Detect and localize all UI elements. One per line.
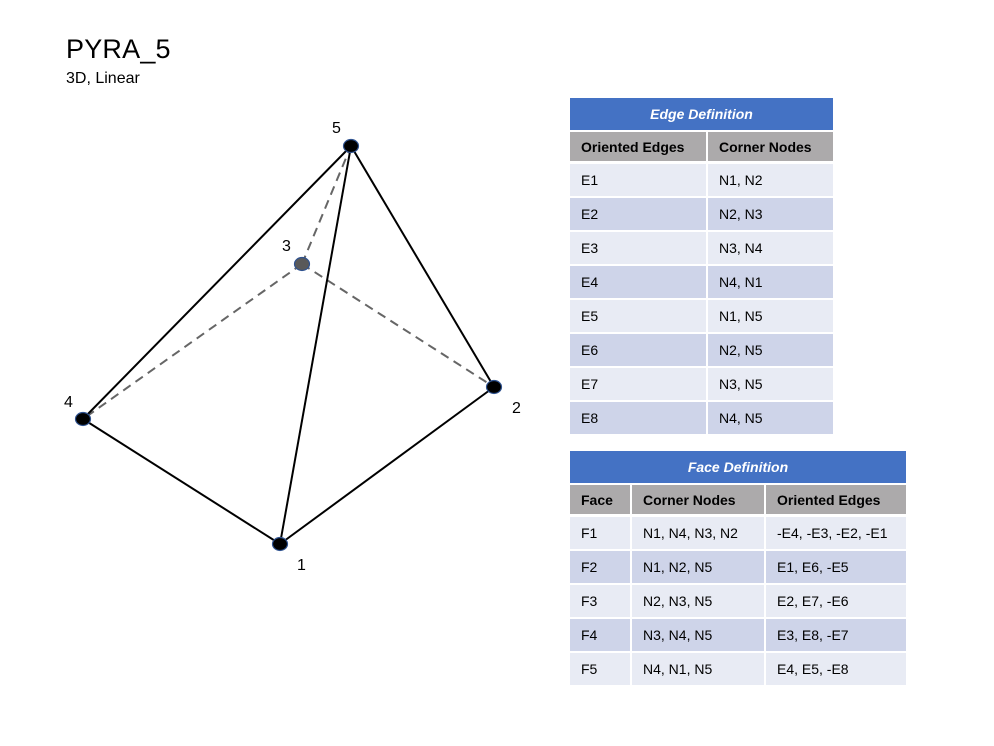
face-table-header-corner-nodes: Corner Nodes bbox=[630, 483, 764, 517]
face-id-cell: F4 bbox=[570, 619, 630, 653]
page-subtitle: 3D, Linear bbox=[66, 70, 140, 87]
oriented-edges-cell: E3, E8, -E7 bbox=[764, 619, 906, 653]
corner-nodes-cell: N2, N3 bbox=[706, 198, 833, 232]
edge-id-cell: E2 bbox=[570, 198, 706, 232]
node-3 bbox=[293, 256, 311, 272]
node-label-3: 3 bbox=[282, 238, 291, 255]
corner-nodes-cell: N3, N5 bbox=[706, 368, 833, 402]
table-row: F4 N3, N4, N5 E3, E8, -E7 bbox=[570, 619, 906, 653]
oriented-edges-cell: -E4, -E3, -E2, -E1 bbox=[764, 517, 906, 551]
table-row: F1 N1, N4, N3, N2 -E4, -E3, -E2, -E1 bbox=[570, 517, 906, 551]
corner-nodes-cell: N4, N1 bbox=[706, 266, 833, 300]
table-row: E3 N3, N4 bbox=[570, 232, 833, 266]
node-4 bbox=[74, 411, 92, 427]
hidden-edges bbox=[82, 145, 495, 420]
edge-id-cell: E1 bbox=[570, 164, 706, 198]
table-row: E8 N4, N5 bbox=[570, 402, 833, 436]
corner-nodes-cell: N2, N3, N5 bbox=[630, 585, 764, 619]
table-row: F2 N1, N2, N5 E1, E6, -E5 bbox=[570, 551, 906, 585]
edge-table-caption: Edge Definition bbox=[570, 98, 833, 130]
face-id-cell: F5 bbox=[570, 653, 630, 687]
node-1 bbox=[271, 536, 289, 552]
edge-id-cell: E6 bbox=[570, 334, 706, 368]
face-id-cell: F3 bbox=[570, 585, 630, 619]
oriented-edges-cell: E2, E7, -E6 bbox=[764, 585, 906, 619]
face-id-cell: F1 bbox=[570, 517, 630, 551]
corner-nodes-cell: N4, N5 bbox=[706, 402, 833, 436]
oriented-edges-cell: E4, E5, -E8 bbox=[764, 653, 906, 687]
table-row: E5 N1, N5 bbox=[570, 300, 833, 334]
edge-1-4 bbox=[82, 418, 281, 545]
face-table-header-face: Face bbox=[570, 483, 630, 517]
node-label-5: 5 bbox=[332, 120, 341, 137]
edge-1-2 bbox=[279, 386, 495, 545]
hidden-edge-3-4 bbox=[82, 263, 303, 420]
table-row: E2 N2, N3 bbox=[570, 198, 833, 232]
table-row: E7 N3, N5 bbox=[570, 368, 833, 402]
edge-id-cell: E7 bbox=[570, 368, 706, 402]
page-title: PYRA_5 bbox=[66, 34, 171, 64]
corner-nodes-cell: N1, N2, N5 bbox=[630, 551, 764, 585]
edge-id-cell: E3 bbox=[570, 232, 706, 266]
edge-table-header-oriented-edges: Oriented Edges bbox=[570, 130, 706, 164]
corner-nodes-cell: N3, N4 bbox=[706, 232, 833, 266]
edge-1-5 bbox=[279, 145, 352, 545]
node-label-2: 2 bbox=[512, 400, 521, 417]
edge-id-cell: E4 bbox=[570, 266, 706, 300]
table-row: E6 N2, N5 bbox=[570, 334, 833, 368]
table-row: F3 N2, N3, N5 E2, E7, -E6 bbox=[570, 585, 906, 619]
face-table-caption: Face Definition bbox=[570, 451, 906, 483]
face-table-header-oriented-edges: Oriented Edges bbox=[764, 483, 906, 517]
node-2 bbox=[485, 379, 503, 395]
edge-id-cell: E5 bbox=[570, 300, 706, 334]
edge-4-5 bbox=[82, 145, 352, 420]
face-definition-table: Face Definition Face Corner Nodes Orient… bbox=[570, 451, 906, 687]
corner-nodes-cell: N1, N2 bbox=[706, 164, 833, 198]
oriented-edges-cell: E1, E6, -E5 bbox=[764, 551, 906, 585]
node-label-4: 4 bbox=[64, 394, 73, 411]
table-row: F5 N4, N1, N5 E4, E5, -E8 bbox=[570, 653, 906, 687]
table-row: E4 N4, N1 bbox=[570, 266, 833, 300]
edge-id-cell: E8 bbox=[570, 402, 706, 436]
node-5 bbox=[342, 138, 360, 154]
edge-definition-table: Edge Definition Oriented Edges Corner No… bbox=[570, 98, 833, 436]
node-labels: 1 2 3 4 5 bbox=[64, 120, 521, 574]
hidden-edge-3-2 bbox=[301, 263, 495, 388]
edge-table-header-corner-nodes: Corner Nodes bbox=[706, 130, 833, 164]
corner-nodes-cell: N1, N5 bbox=[706, 300, 833, 334]
corner-nodes-cell: N2, N5 bbox=[706, 334, 833, 368]
node-label-1: 1 bbox=[297, 557, 306, 574]
face-id-cell: F2 bbox=[570, 551, 630, 585]
hidden-edge-3-5 bbox=[301, 145, 352, 265]
table-row: E1 N1, N2 bbox=[570, 164, 833, 198]
nodes bbox=[74, 138, 503, 552]
visible-edges bbox=[82, 145, 495, 545]
corner-nodes-cell: N4, N1, N5 bbox=[630, 653, 764, 687]
edge-2-5 bbox=[350, 145, 495, 388]
corner-nodes-cell: N1, N4, N3, N2 bbox=[630, 517, 764, 551]
corner-nodes-cell: N3, N4, N5 bbox=[630, 619, 764, 653]
